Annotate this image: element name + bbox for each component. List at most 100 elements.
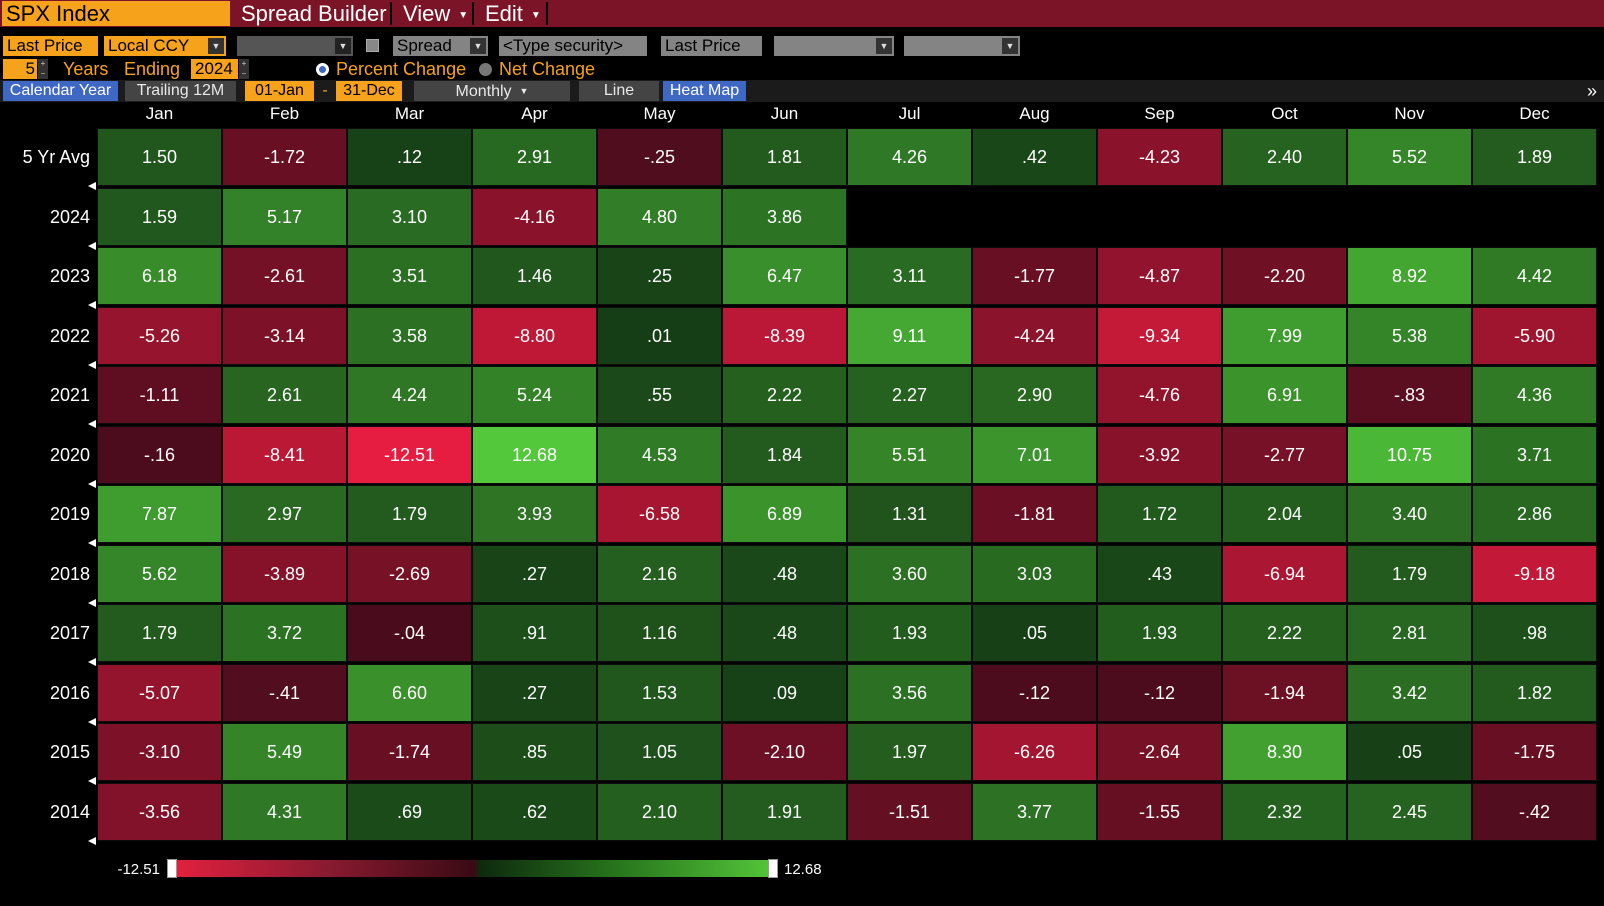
heat-map-cell[interactable]: 1.93 xyxy=(1097,604,1222,662)
heat-map-cell[interactable]: .05 xyxy=(1347,723,1472,781)
edit-menu[interactable]: Edit ▼ xyxy=(478,1,541,26)
heat-map-cell[interactable]: 8.92 xyxy=(1347,247,1472,305)
heat-map-cell[interactable]: 1.91 xyxy=(722,782,847,841)
empty-select-1[interactable]: ▼ xyxy=(237,36,353,56)
percent-change-radio[interactable] xyxy=(316,63,329,76)
heat-map-cell[interactable]: .55 xyxy=(597,366,722,424)
heat-map-cell[interactable]: 1.93 xyxy=(847,604,972,662)
heat-map-cell[interactable]: 6.18 xyxy=(97,247,222,305)
price-field-2-select[interactable]: Last Price xyxy=(661,36,762,56)
heat-map-cell[interactable]: -2.77 xyxy=(1222,425,1347,484)
heat-map-cell[interactable]: .48 xyxy=(722,544,847,603)
heat-map-cell[interactable]: -1.74 xyxy=(347,723,472,781)
heat-map-cell[interactable]: 9.11 xyxy=(847,306,972,365)
heat-map-cell[interactable]: 3.71 xyxy=(1472,425,1597,484)
heat-map-cell[interactable]: .01 xyxy=(597,306,722,365)
heat-map-cell[interactable]: 6.91 xyxy=(1222,366,1347,424)
heat-map-cell[interactable]: 3.72 xyxy=(222,604,347,662)
heat-map-cell[interactable]: 4.31 xyxy=(222,782,347,841)
end-date-input[interactable]: 31-Dec xyxy=(336,81,402,101)
heat-map-cell[interactable]: 1.53 xyxy=(597,663,722,722)
currency-select[interactable]: Local CCY ▼ xyxy=(104,36,226,56)
ending-year-input[interactable]: 2024 xyxy=(191,59,238,79)
heat-map-cell[interactable]: -8.80 xyxy=(472,306,597,365)
empty-select-2[interactable]: ▼ xyxy=(774,36,894,56)
heat-map-cell[interactable]: -.42 xyxy=(1472,782,1597,841)
heat-map-cell[interactable]: -6.58 xyxy=(597,485,722,543)
heat-map-cell[interactable]: -3.10 xyxy=(97,723,222,781)
heat-map-cell[interactable]: 4.36 xyxy=(1472,366,1597,424)
heat-map-cell[interactable]: 1.05 xyxy=(597,723,722,781)
heat-map-cell[interactable]: 6.89 xyxy=(722,485,847,543)
tab-calendar-year[interactable]: Calendar Year xyxy=(3,81,118,101)
heat-map-cell[interactable]: .98 xyxy=(1472,604,1597,662)
heat-map-cell[interactable]: -.12 xyxy=(972,663,1097,722)
heat-map-cell[interactable]: -1.51 xyxy=(847,782,972,841)
heat-map-cell[interactable]: 5.38 xyxy=(1347,306,1472,365)
heat-map-cell[interactable]: 2.97 xyxy=(222,485,347,543)
heat-map-cell[interactable]: 1.72 xyxy=(1097,485,1222,543)
heat-map-cell[interactable]: 5.62 xyxy=(97,544,222,603)
heat-map-cell[interactable]: 1.97 xyxy=(847,723,972,781)
heat-map-cell[interactable]: 3.03 xyxy=(972,544,1097,603)
heat-map-cell[interactable]: 3.40 xyxy=(1347,485,1472,543)
heat-map-cell[interactable]: -.83 xyxy=(1347,366,1472,424)
heat-map-cell[interactable]: -4.16 xyxy=(472,187,597,246)
heat-map-cell[interactable]: 6.60 xyxy=(347,663,472,722)
heat-map-cell[interactable]: 2.40 xyxy=(1222,128,1347,186)
heat-map-cell[interactable]: 4.24 xyxy=(347,366,472,424)
heat-map-cell[interactable]: -3.92 xyxy=(1097,425,1222,484)
spread-builder-menu[interactable]: Spread Builder xyxy=(234,1,387,26)
heat-map-cell[interactable]: -3.89 xyxy=(222,544,347,603)
heat-map-cell[interactable]: .85 xyxy=(472,723,597,781)
heat-map-cell[interactable]: 1.46 xyxy=(472,247,597,305)
heat-map-cell[interactable]: -2.61 xyxy=(222,247,347,305)
security-ticker-field[interactable]: SPX Index xyxy=(2,1,230,26)
heat-map-cell[interactable]: 2.10 xyxy=(597,782,722,841)
heat-map-cell[interactable]: 7.01 xyxy=(972,425,1097,484)
heat-map-cell[interactable]: -2.69 xyxy=(347,544,472,603)
heat-map-cell[interactable]: -1.72 xyxy=(222,128,347,186)
heat-map-cell[interactable]: 2.32 xyxy=(1222,782,1347,841)
heat-map-cell[interactable]: 1.81 xyxy=(722,128,847,186)
heat-map-cell[interactable]: -3.56 xyxy=(97,782,222,841)
heat-map-cell[interactable]: 3.10 xyxy=(347,187,472,246)
heat-map-cell[interactable]: -.04 xyxy=(347,604,472,662)
heat-map-cell[interactable]: .27 xyxy=(472,663,597,722)
heat-map-cell[interactable]: 2.22 xyxy=(722,366,847,424)
price-field-select[interactable]: Last Price xyxy=(3,36,98,56)
heat-map-cell[interactable]: 3.86 xyxy=(722,187,847,246)
spread-checkbox[interactable] xyxy=(366,39,379,52)
legend-min-handle[interactable] xyxy=(167,859,177,878)
spread-select[interactable]: Spread ▼ xyxy=(393,36,488,56)
years-input[interactable]: 5 xyxy=(3,59,37,79)
heat-map-cell[interactable]: -5.26 xyxy=(97,306,222,365)
heat-map-cell[interactable]: .69 xyxy=(347,782,472,841)
tab-line[interactable]: Line xyxy=(579,81,659,101)
heat-map-cell[interactable]: -5.90 xyxy=(1472,306,1597,365)
heat-map-cell[interactable]: 5.52 xyxy=(1347,128,1472,186)
heat-map-cell[interactable]: 1.31 xyxy=(847,485,972,543)
heat-map-cell[interactable]: .43 xyxy=(1097,544,1222,603)
heat-map-cell[interactable]: .05 xyxy=(972,604,1097,662)
heat-map-cell[interactable]: .09 xyxy=(722,663,847,722)
heat-map-cell[interactable]: 1.59 xyxy=(97,187,222,246)
heat-map-cell[interactable]: 8.30 xyxy=(1222,723,1347,781)
heat-map-cell[interactable]: 2.61 xyxy=(222,366,347,424)
heat-map-cell[interactable]: -.16 xyxy=(97,425,222,484)
heat-map-cell[interactable]: 2.22 xyxy=(1222,604,1347,662)
net-change-radio[interactable] xyxy=(479,63,492,76)
heat-map-cell[interactable]: -6.94 xyxy=(1222,544,1347,603)
years-stepper[interactable]: + − xyxy=(38,59,48,79)
empty-select-3[interactable]: ▼ xyxy=(904,36,1020,56)
heat-map-cell[interactable]: 1.50 xyxy=(97,128,222,186)
heat-map-cell[interactable]: 4.53 xyxy=(597,425,722,484)
security-input[interactable]: <Type security> xyxy=(499,36,647,56)
heat-map-cell[interactable]: 1.79 xyxy=(97,604,222,662)
heat-map-cell[interactable]: -8.39 xyxy=(722,306,847,365)
heat-map-cell[interactable]: -12.51 xyxy=(347,425,472,484)
heat-map-cell[interactable]: .48 xyxy=(722,604,847,662)
heat-map-cell[interactable]: -4.23 xyxy=(1097,128,1222,186)
heat-map-cell[interactable]: 1.82 xyxy=(1472,663,1597,722)
heat-map-cell[interactable]: -1.77 xyxy=(972,247,1097,305)
